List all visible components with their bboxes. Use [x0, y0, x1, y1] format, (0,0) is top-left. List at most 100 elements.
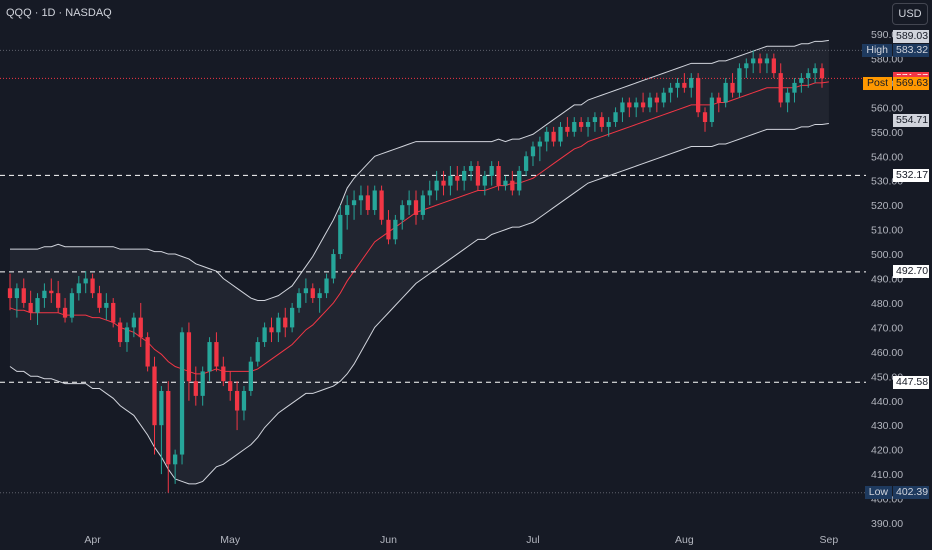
candle-body [640, 102, 646, 108]
price-tick-label: 580.00 [871, 53, 903, 65]
candle-body [393, 219, 398, 240]
candle-body [812, 68, 818, 74]
candle-body [668, 87, 673, 93]
candle-body [661, 92, 666, 103]
candle-body [7, 288, 13, 299]
candle-body [785, 92, 790, 103]
candle-body [207, 342, 212, 372]
candle-body [489, 166, 494, 176]
candle-body [613, 112, 618, 123]
candle-body [152, 366, 157, 426]
candle-body [427, 190, 432, 196]
candle-body [104, 302, 109, 308]
candle-body [482, 175, 487, 186]
price-tick-label: 520.00 [871, 200, 903, 212]
price-tick-label: 460.00 [871, 347, 903, 359]
candle-body [730, 82, 735, 93]
candle-body [627, 102, 632, 108]
candle-body [757, 58, 763, 64]
candle-body [386, 219, 391, 240]
price-label-low: 402.39 [893, 486, 929, 500]
candle-body [682, 82, 687, 88]
candle-body [179, 332, 185, 455]
candle-body [537, 141, 542, 147]
price-label-upper-band: 589.03 [893, 29, 929, 43]
candle-body [379, 190, 384, 220]
candle-body [200, 371, 205, 396]
price-label-post-caption: Post [862, 77, 892, 91]
candle-body [792, 82, 797, 93]
candle-body [675, 82, 680, 88]
candle-body [599, 117, 604, 127]
candle-body [145, 337, 150, 367]
candle-body [255, 342, 260, 362]
candle-body [365, 195, 370, 211]
candle-body [56, 293, 61, 308]
candle-body [709, 97, 715, 123]
candle-body [138, 317, 143, 338]
candle-body [503, 180, 508, 186]
price-tick-label: 550.00 [871, 127, 903, 139]
candle-body [400, 205, 405, 220]
symbol-title[interactable]: QQQ · 1D · NASDAQ [6, 7, 112, 19]
candle-body [310, 288, 315, 299]
candle-body [551, 131, 556, 142]
candle-body [234, 390, 240, 411]
candle-body [606, 122, 611, 127]
candle-body [441, 180, 446, 186]
candle-body [35, 298, 40, 313]
candle-body [455, 175, 460, 181]
price-tick-label: 470.00 [871, 322, 903, 334]
candle-body [462, 170, 467, 181]
candle-body [819, 68, 825, 79]
candle-body [716, 97, 721, 103]
candle-body [90, 278, 95, 294]
price-label-level-532: 532.17 [893, 168, 929, 182]
candle-body [737, 68, 742, 93]
candle-body [241, 390, 247, 411]
candle-body [372, 190, 377, 211]
time-tick-label: Aug [675, 534, 694, 546]
candle-body [111, 302, 116, 323]
candle-body [76, 283, 81, 294]
candle-body [338, 214, 343, 255]
candle-body [290, 307, 295, 328]
upper-band-line [10, 39, 829, 302]
candle-body [406, 200, 412, 206]
candle-body [186, 332, 192, 382]
time-tick-label: Apr [84, 534, 101, 546]
price-label-level-492: 492.70 [893, 265, 929, 279]
candle-body [496, 166, 501, 186]
candle-body [21, 288, 26, 303]
candle-body [69, 293, 75, 318]
candle-body [131, 317, 136, 328]
price-label-lower-band: 554.71 [893, 113, 929, 127]
time-tick-label: Sep [820, 534, 839, 546]
candle-body [579, 122, 584, 127]
candle-body [345, 205, 350, 215]
candle-body [510, 180, 515, 191]
time-tick-label: May [220, 534, 241, 546]
candle-body [49, 290, 54, 294]
price-tick-label: 480.00 [871, 298, 903, 310]
candle-body [751, 58, 756, 64]
candle-body [654, 97, 659, 103]
candle-body [647, 97, 653, 108]
candle-body [771, 58, 776, 74]
candle-body [475, 166, 481, 186]
candle-body [117, 322, 123, 343]
currency-button[interactable]: USD [892, 3, 928, 25]
candle-body [269, 327, 274, 333]
time-tick-label: Jun [380, 534, 397, 546]
candle-body [806, 73, 811, 79]
candle-body [764, 58, 770, 64]
candle-body [42, 290, 47, 299]
price-tick-label: 420.00 [871, 445, 903, 457]
candle-body [585, 122, 591, 127]
candle-body [702, 112, 708, 123]
price-tick-label: 560.00 [871, 102, 903, 114]
candle-body [283, 317, 288, 328]
price-label-high-caption: High [862, 43, 892, 57]
